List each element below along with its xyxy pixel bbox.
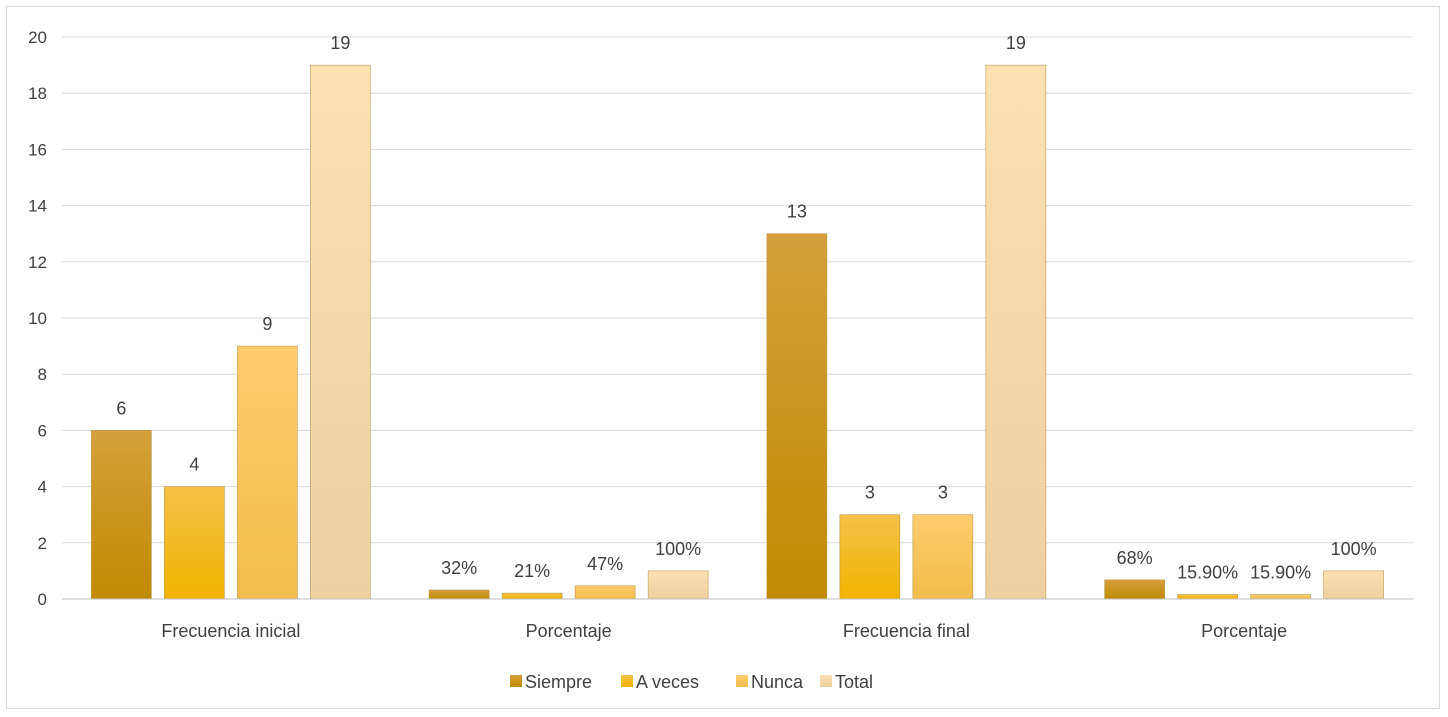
y-tick-label: 16 [28,140,47,159]
legend-label: Siempre [525,672,592,692]
legend-label: Nunca [751,672,804,692]
data-label: 100% [1331,539,1377,559]
data-label: 68% [1117,548,1153,568]
bar-total [310,64,371,600]
data-label: 32% [441,558,477,578]
x-category-label: Frecuencia inicial [161,621,300,641]
data-label: 3 [938,483,948,503]
data-labels: 6 4 9 19 32% 21% 47% 100% 13 3 3 19 68% 15.90% 15.90% 1… [116,33,1376,582]
x-category-label: Porcentaje [526,621,612,641]
bar-siempre [91,430,152,600]
x-axis: Frecuencia inicial Porcentaje Frecuencia f… [62,598,1413,641]
bar-siempre [428,589,490,600]
data-label: 19 [1006,33,1026,53]
y-tick-label: 10 [28,309,47,328]
y-tick-label: 8 [38,365,47,384]
bar-nunca [912,514,974,600]
y-tick-label: 6 [38,421,47,440]
y-tick-label: 20 [28,28,47,47]
y-tick-label: 12 [28,253,47,272]
bar-total [985,64,1047,600]
legend-swatch-nunca [736,675,748,687]
data-label: 15.90% [1177,563,1238,583]
bar-a-veces [839,514,901,600]
data-label: 100% [655,539,701,559]
legend-swatch-a-veces [621,675,633,687]
y-tick-label: 2 [38,534,47,553]
bar-a-veces [164,486,225,600]
data-label: 4 [189,455,199,475]
data-label: 9 [262,314,272,334]
y-tick-label: 18 [28,84,47,103]
data-label: 15.90% [1250,563,1311,583]
bar-a-veces [501,592,563,600]
x-category-label: Frecuencia final [843,621,970,641]
bar-siempre [766,233,828,600]
data-label: 47% [587,554,623,574]
bars [91,64,1384,600]
data-label: 21% [514,561,550,581]
y-tick-label: 4 [38,478,47,497]
bar-siempre [1104,579,1165,600]
legend-label: Total [835,672,873,692]
legend: Siempre A veces Nunca Total [510,672,873,692]
legend-label: A veces [636,672,699,692]
x-category-label: Porcentaje [1201,621,1287,641]
y-tick-label: 14 [28,197,47,216]
bar-a-veces [1177,594,1238,600]
y-axis: 0 2 4 6 8 10 12 14 16 18 20 [28,28,47,609]
data-label: 13 [787,202,807,222]
legend-swatch-total [820,675,832,687]
bar-nunca [1250,594,1311,600]
bar-nunca [574,585,636,600]
chart-frame: 0 2 4 6 8 10 12 14 16 18 20 6 4 9 19 32% 21% 47% 100% 13 3 3… [6,6,1440,709]
legend-swatch-siempre [510,675,522,687]
data-label: 6 [116,398,126,418]
y-tick-label: 0 [38,590,47,609]
data-label: 19 [330,33,350,53]
bar-nunca [237,345,298,600]
bar-chart: 0 2 4 6 8 10 12 14 16 18 20 6 4 9 19 32% 21% 47% 100% 13 3 3… [28,28,1413,692]
data-label: 3 [865,483,875,503]
bar-total [1323,570,1384,600]
bar-total [647,570,709,600]
